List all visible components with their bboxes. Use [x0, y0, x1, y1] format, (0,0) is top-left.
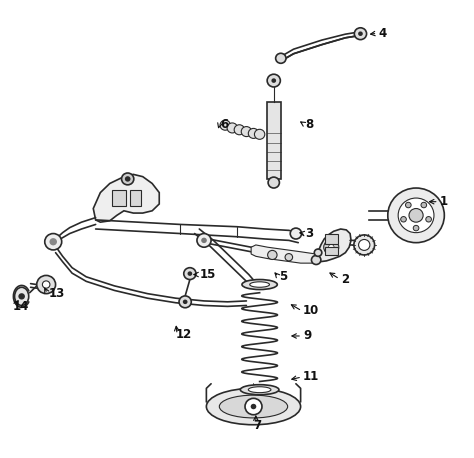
- Ellipse shape: [206, 388, 301, 425]
- Polygon shape: [251, 245, 318, 263]
- Text: 12: 12: [176, 328, 192, 341]
- Ellipse shape: [15, 287, 29, 305]
- Bar: [112, 191, 126, 206]
- Circle shape: [324, 240, 339, 255]
- Circle shape: [184, 267, 196, 279]
- Circle shape: [220, 120, 230, 130]
- Circle shape: [268, 177, 279, 188]
- Circle shape: [421, 202, 427, 208]
- Circle shape: [328, 245, 334, 250]
- Circle shape: [125, 176, 130, 182]
- Circle shape: [405, 202, 411, 208]
- Circle shape: [241, 126, 252, 136]
- Circle shape: [358, 240, 370, 251]
- Circle shape: [45, 234, 62, 250]
- Circle shape: [245, 398, 262, 415]
- Circle shape: [49, 238, 57, 245]
- Circle shape: [268, 251, 277, 260]
- Ellipse shape: [240, 385, 279, 395]
- Text: 9: 9: [303, 329, 311, 343]
- Text: 10: 10: [303, 305, 319, 317]
- Text: 5: 5: [279, 270, 288, 284]
- Circle shape: [188, 271, 192, 276]
- Bar: [267, 103, 281, 179]
- Circle shape: [276, 53, 286, 63]
- Circle shape: [18, 293, 25, 300]
- Text: 7: 7: [254, 419, 262, 432]
- Circle shape: [183, 300, 188, 304]
- Bar: [325, 234, 338, 244]
- Circle shape: [121, 173, 134, 185]
- Text: 6: 6: [220, 118, 229, 131]
- Circle shape: [355, 28, 366, 40]
- Circle shape: [272, 78, 276, 83]
- Ellipse shape: [242, 279, 277, 289]
- Circle shape: [267, 74, 280, 87]
- Ellipse shape: [250, 282, 270, 287]
- Circle shape: [388, 188, 444, 243]
- Circle shape: [255, 129, 265, 139]
- Circle shape: [179, 296, 191, 308]
- Circle shape: [401, 217, 406, 222]
- Text: 15: 15: [199, 268, 216, 281]
- Polygon shape: [316, 229, 351, 262]
- Circle shape: [358, 32, 363, 36]
- Circle shape: [409, 208, 423, 222]
- Circle shape: [42, 281, 50, 288]
- Text: 2: 2: [341, 273, 349, 286]
- Text: 11: 11: [303, 371, 319, 383]
- Ellipse shape: [219, 395, 288, 418]
- Circle shape: [197, 234, 211, 247]
- Circle shape: [290, 228, 301, 239]
- Circle shape: [248, 128, 259, 138]
- Text: 13: 13: [48, 287, 65, 300]
- Circle shape: [251, 404, 256, 409]
- Circle shape: [426, 217, 431, 222]
- Circle shape: [234, 125, 245, 135]
- Ellipse shape: [248, 387, 271, 393]
- Circle shape: [413, 225, 419, 231]
- Circle shape: [311, 256, 321, 265]
- Bar: [129, 191, 141, 206]
- Polygon shape: [93, 174, 159, 222]
- Text: 14: 14: [13, 300, 29, 313]
- Text: 3: 3: [305, 227, 313, 240]
- Circle shape: [354, 235, 374, 255]
- Circle shape: [227, 123, 237, 133]
- Circle shape: [201, 238, 207, 243]
- Circle shape: [314, 249, 322, 256]
- Bar: [325, 247, 338, 255]
- Text: 8: 8: [305, 118, 314, 131]
- Circle shape: [285, 254, 292, 261]
- Text: 4: 4: [378, 27, 387, 40]
- Circle shape: [398, 198, 434, 233]
- Circle shape: [36, 275, 55, 294]
- Text: 1: 1: [439, 195, 448, 208]
